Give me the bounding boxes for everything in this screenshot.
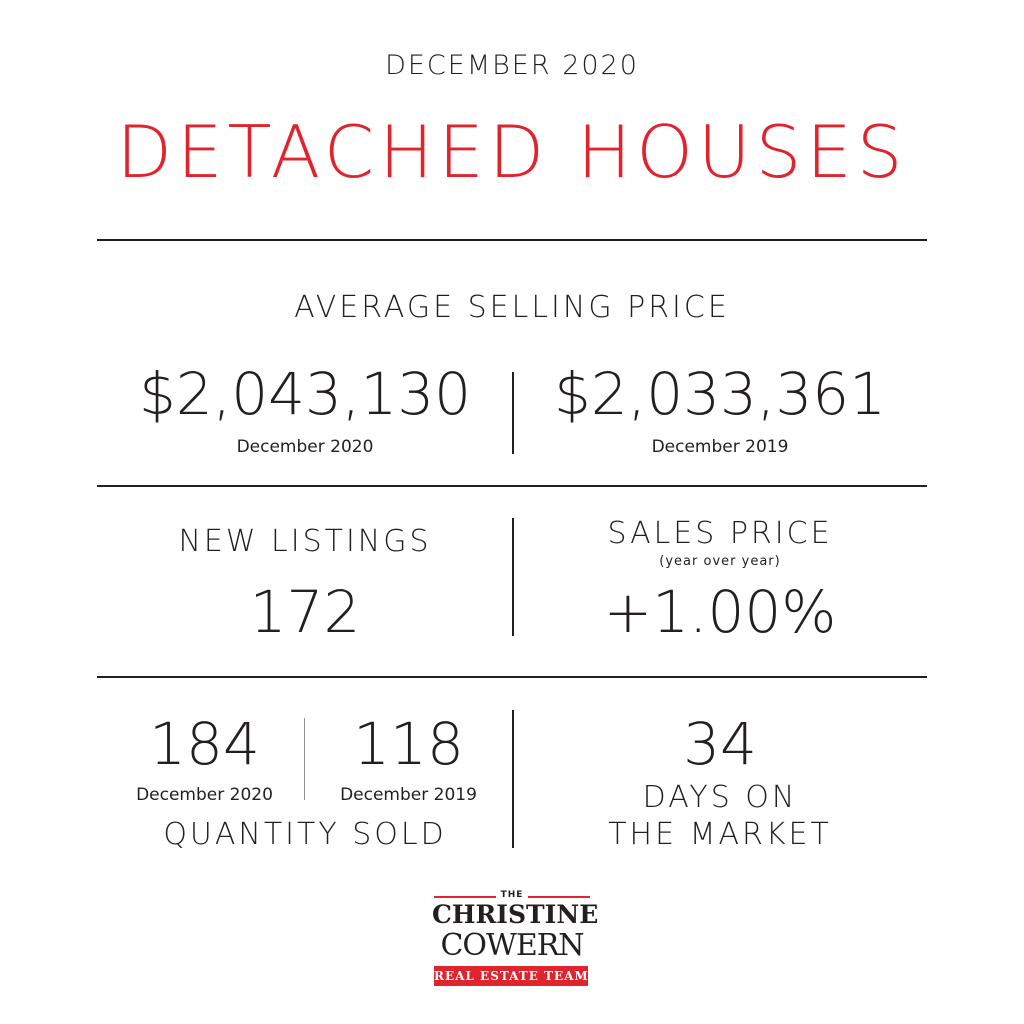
divider-quantity-days-vertical (512, 710, 514, 848)
divider-bottom (97, 676, 927, 678)
report-period: DECEMBER 2020 (385, 50, 639, 81)
divider-price-vertical (512, 372, 514, 454)
new-listings-label: NEW LISTINGS (178, 524, 432, 559)
logo-rule-left (434, 896, 496, 898)
average-selling-price-label: AVERAGE SELLING PRICE (294, 290, 730, 325)
days-on-market-value: 34 (683, 710, 757, 778)
quantity-sold-label: QUANTITY SOLD (163, 817, 447, 852)
quantity-sold-previous-value: 118 (353, 710, 464, 778)
sales-price-sublabel: (year over year) (659, 554, 781, 569)
logo-name-first: CHRISTINE (432, 900, 599, 929)
brand-logo: THE CHRISTINE COWERN REAL ESTATE TEAM (432, 890, 599, 990)
logo-rule-right (528, 896, 590, 898)
average-price-previous-value: $2,033,361 (553, 360, 887, 428)
divider-quantity-vertical (304, 718, 305, 800)
days-on-market-label-line1: DAYS ON (642, 780, 798, 815)
page-title: DETACHED HOUSES (116, 110, 908, 194)
quantity-sold-current-value: 184 (149, 710, 260, 778)
sales-price-label: SALES PRICE (607, 516, 833, 551)
logo-tagline: REAL ESTATE TEAM (434, 966, 588, 986)
quantity-sold-previous-period: December 2019 (340, 785, 477, 805)
average-price-previous-period: December 2019 (651, 437, 789, 457)
logo-name-last: COWERN (440, 928, 584, 963)
divider-top (97, 239, 927, 241)
days-on-market-label-line2: THE MARKET (608, 817, 832, 852)
average-price-current-value: $2,043,130 (138, 360, 472, 428)
average-price-current-period: December 2020 (236, 437, 374, 457)
new-listings-value: 172 (249, 578, 361, 646)
sales-price-value: +1.00% (603, 578, 837, 646)
quantity-sold-current-period: December 2020 (136, 785, 273, 805)
logo-the: THE (500, 890, 524, 900)
divider-listings-vertical (512, 518, 514, 636)
divider-middle (97, 485, 927, 487)
